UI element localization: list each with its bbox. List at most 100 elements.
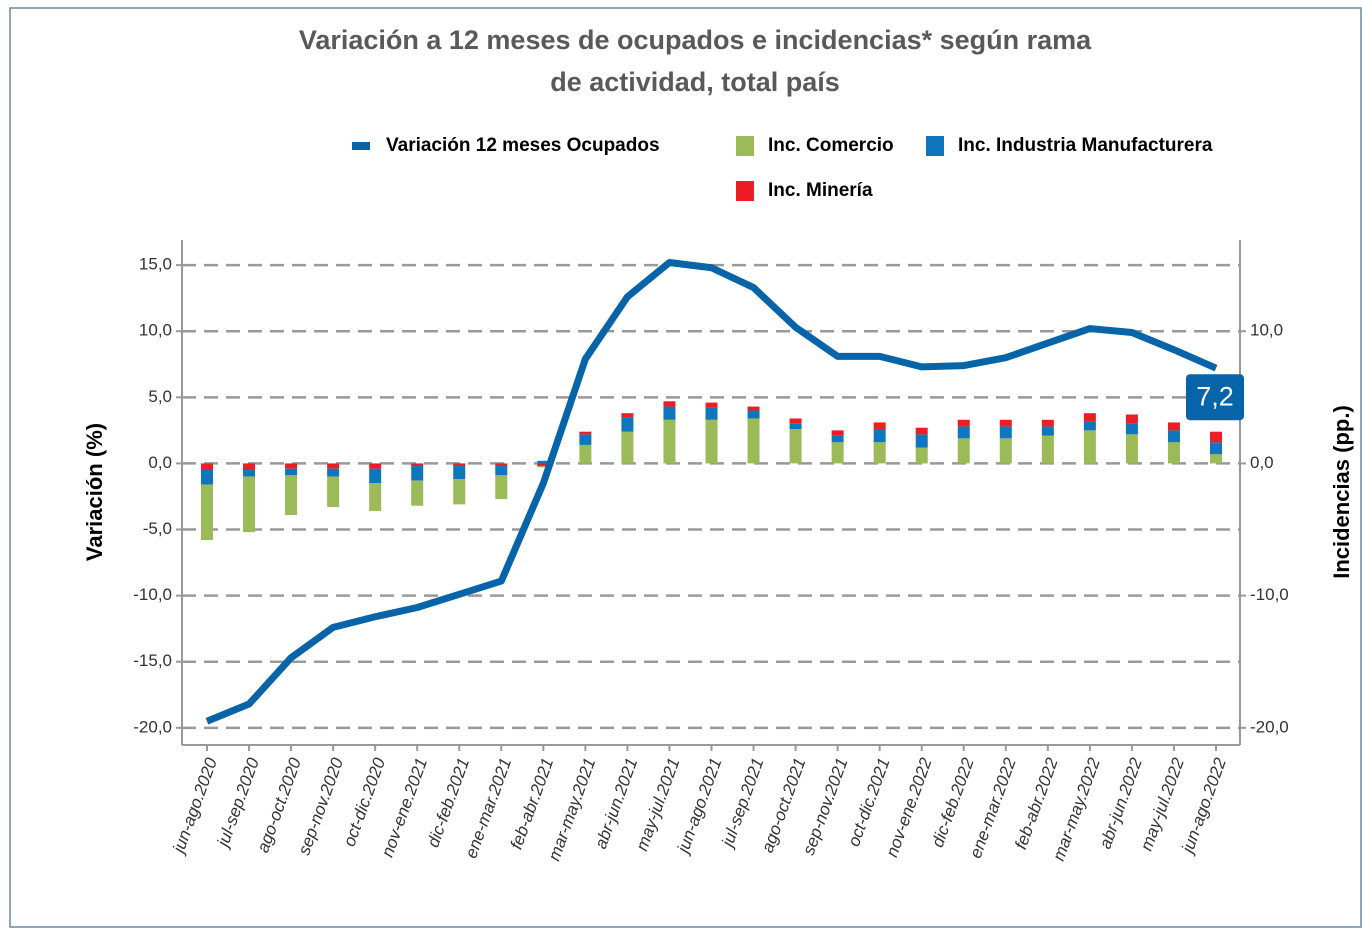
y-tick-label: -20,0 — [133, 717, 172, 736]
bar — [579, 444, 592, 464]
y2-tick-label: 0,0 — [1250, 453, 1274, 472]
bar — [285, 463, 298, 469]
chart-subtitle: de actividad, total país — [550, 67, 840, 97]
bar — [831, 430, 844, 436]
bar — [915, 427, 928, 435]
bar — [327, 476, 340, 508]
bar — [537, 463, 550, 467]
y2-tick-label: -20,0 — [1250, 717, 1289, 736]
bar — [369, 483, 382, 512]
legend-label: Inc. Industria Manufacturera — [958, 135, 1213, 156]
legend-swatch — [736, 181, 754, 201]
bar — [663, 419, 676, 464]
bar — [453, 466, 466, 480]
y2-axis-label: Incidencias (pp.) — [1329, 405, 1354, 579]
bar — [873, 442, 886, 464]
bar — [915, 434, 928, 448]
bar — [579, 434, 592, 445]
bar — [453, 463, 466, 467]
bar — [999, 438, 1012, 464]
y-tick-label: 0,0 — [148, 453, 172, 472]
bar — [537, 466, 550, 468]
bar — [243, 470, 256, 477]
bar — [1041, 419, 1054, 427]
bar — [663, 406, 676, 420]
bar — [369, 468, 382, 484]
bar — [663, 401, 676, 407]
data-label: 7,2 — [1196, 381, 1234, 411]
bar — [789, 423, 802, 430]
bar — [1083, 413, 1096, 422]
bar — [411, 466, 424, 481]
bar — [957, 426, 970, 439]
bar — [747, 418, 760, 464]
bar — [789, 429, 802, 464]
legend-label: Inc. Comercio — [768, 135, 894, 156]
bar — [495, 466, 508, 476]
bar — [621, 431, 634, 464]
bar — [1125, 414, 1138, 424]
y2-tick-label: -10,0 — [1250, 585, 1289, 604]
bar — [1041, 435, 1054, 464]
bar — [747, 406, 760, 411]
chart-title: Variación a 12 meses de ocupados e incid… — [299, 25, 1092, 55]
bar — [831, 435, 844, 443]
bar — [495, 475, 508, 500]
bar — [453, 479, 466, 505]
legend-swatch — [926, 136, 944, 156]
bar — [999, 426, 1012, 439]
legend-label: Variación 12 meses Ocupados — [386, 135, 660, 156]
bar — [1167, 422, 1180, 431]
bar — [747, 410, 760, 419]
bar — [1125, 434, 1138, 464]
bar — [243, 476, 256, 533]
bar — [873, 422, 886, 430]
bar — [243, 463, 256, 471]
bar — [999, 419, 1012, 427]
bar — [1041, 426, 1054, 436]
y2-tick-label: 10,0 — [1250, 321, 1283, 340]
bar — [1167, 430, 1180, 443]
bar — [495, 463, 508, 467]
y-axis-label: Variación (%) — [82, 423, 107, 561]
legend-label: Inc. Minería — [768, 180, 873, 201]
y-tick-label: -10,0 — [133, 585, 172, 604]
bar — [1083, 430, 1096, 464]
y-tick-label: -5,0 — [143, 519, 172, 538]
bar — [705, 419, 718, 464]
y-tick-label: 15,0 — [139, 255, 172, 274]
bar — [705, 407, 718, 420]
bar — [621, 413, 634, 418]
bar — [831, 442, 844, 464]
bar — [201, 463, 213, 471]
bar — [705, 402, 718, 408]
bar — [873, 429, 886, 443]
bar — [621, 417, 634, 432]
bar — [957, 419, 970, 427]
bar — [327, 468, 340, 477]
bar — [201, 484, 213, 541]
bar — [1083, 421, 1096, 431]
bar — [285, 468, 298, 476]
bar — [1210, 431, 1222, 443]
legend-swatch — [352, 142, 370, 150]
bar — [285, 475, 298, 515]
bar — [1210, 442, 1222, 455]
frame — [9, 7, 1362, 928]
bar — [201, 470, 213, 485]
bar — [411, 480, 424, 506]
data-label-box — [1186, 374, 1244, 421]
bar — [1125, 423, 1138, 435]
bar — [957, 438, 970, 464]
bar — [1167, 442, 1180, 464]
line — [205, 258, 1218, 725]
bar — [411, 463, 424, 467]
bar — [1210, 454, 1222, 464]
legend-swatch — [736, 136, 754, 156]
bar — [369, 463, 382, 469]
bar — [537, 460, 550, 464]
bar — [789, 418, 802, 424]
bar — [327, 463, 340, 469]
y-tick-label: -15,0 — [133, 651, 172, 670]
